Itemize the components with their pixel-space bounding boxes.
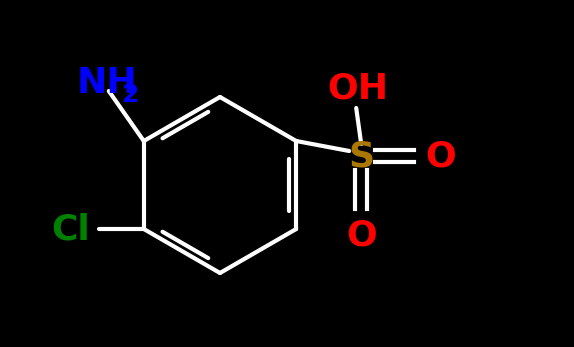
Text: OH: OH [328,71,389,105]
Text: Cl: Cl [52,212,90,246]
Text: NH: NH [76,66,137,100]
Text: O: O [425,139,456,173]
Text: 2: 2 [122,83,139,107]
Text: S: S [348,139,374,173]
Text: O: O [346,218,377,252]
